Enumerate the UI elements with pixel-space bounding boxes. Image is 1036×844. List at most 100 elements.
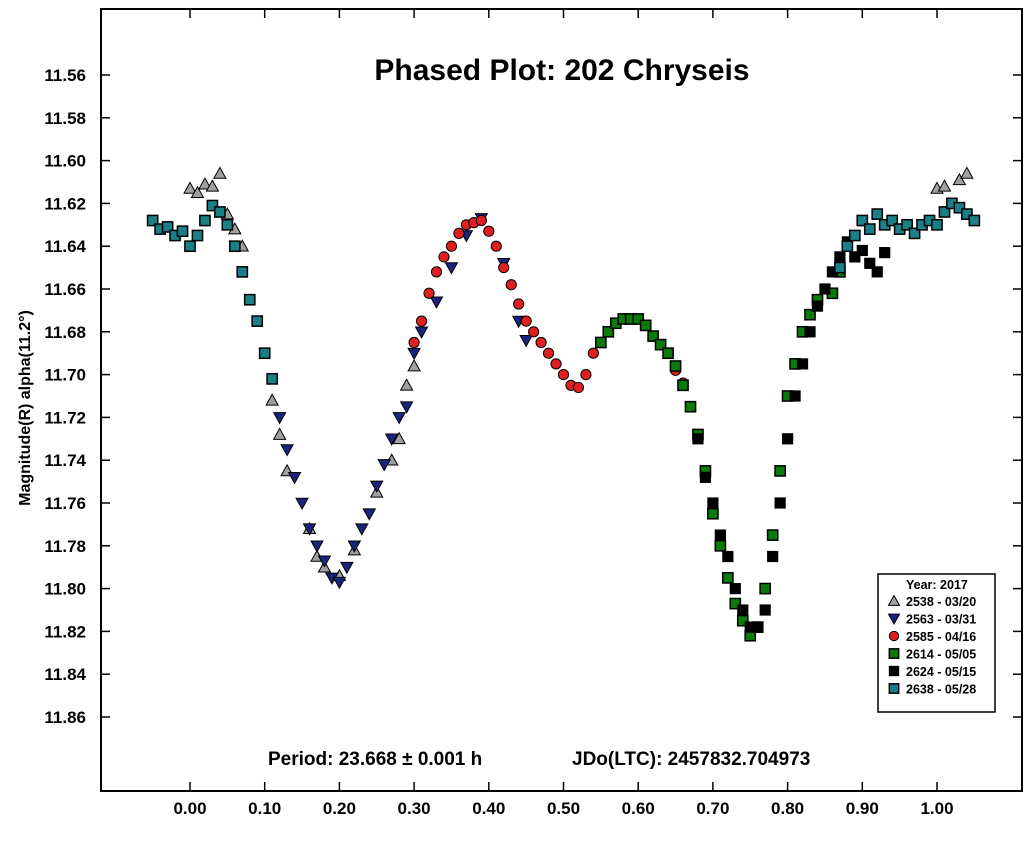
data-point (438, 251, 450, 263)
legend-label: 2614 - 05/05 (906, 648, 976, 662)
data-point (184, 240, 196, 253)
epoch-annotation: JDo(LTC): 2457832.704973 (572, 749, 810, 770)
data-point (729, 597, 742, 610)
data-point (557, 369, 570, 381)
data-point (752, 621, 764, 633)
data-point (236, 266, 249, 278)
legend-label: 2538 - 03/20 (906, 595, 976, 609)
data-point (722, 550, 734, 563)
data-points (146, 166, 981, 642)
data-point (392, 431, 407, 445)
data-point (369, 480, 384, 493)
y-tick-label: 11.76 (44, 494, 86, 513)
y-tick-label: 11.70 (44, 366, 86, 385)
data-point (654, 338, 667, 351)
data-point (729, 583, 741, 595)
legend-label: 2585 - 04/16 (906, 630, 976, 644)
data-point (931, 218, 943, 231)
legend-marker (887, 613, 901, 626)
legend-marker (888, 630, 900, 642)
data-point (295, 497, 309, 511)
y-tick-label: 11.68 (44, 323, 86, 342)
data-point (632, 313, 645, 325)
data-point (937, 179, 952, 192)
data-point (453, 227, 465, 239)
data-point (272, 412, 287, 425)
data-point (961, 208, 973, 220)
data-point (767, 550, 779, 563)
x-tick-label: 0.90 (846, 799, 879, 818)
data-point (721, 572, 734, 584)
data-point (214, 206, 226, 218)
y-tick-label: 11.72 (44, 408, 86, 427)
data-point (347, 540, 362, 553)
data-point (183, 181, 197, 194)
data-point (714, 529, 726, 541)
data-point (572, 381, 585, 394)
y-axis-label: Magnitude(R) alpha(11.2°) (17, 310, 34, 506)
data-point (243, 293, 256, 306)
data-point (863, 223, 876, 235)
data-point (377, 459, 392, 472)
data-point (221, 218, 234, 231)
data-point (692, 433, 704, 445)
data-point (856, 214, 869, 227)
data-point (841, 240, 854, 253)
data-point (737, 604, 749, 616)
data-point (550, 358, 562, 370)
data-point (429, 296, 444, 309)
data-point (871, 266, 883, 278)
x-tick-label: 0.40 (472, 799, 505, 818)
data-point (789, 390, 801, 402)
data-point (886, 214, 899, 227)
data-point (647, 330, 659, 342)
data-point (595, 336, 607, 349)
data-point (811, 300, 824, 312)
data-point (399, 401, 414, 414)
data-point (759, 604, 771, 616)
data-point (384, 433, 399, 446)
data-point (804, 326, 816, 338)
data-point (901, 218, 913, 231)
data-point (684, 400, 697, 413)
data-point (423, 287, 435, 299)
data-point (542, 347, 555, 359)
data-point (864, 257, 876, 269)
y-tick-label: 11.60 (44, 152, 86, 171)
legend-marker (888, 648, 900, 659)
data-point (272, 427, 287, 440)
y-tick-label: 11.66 (44, 280, 86, 299)
data-point (213, 166, 227, 179)
legend-marker (888, 665, 900, 677)
data-point (430, 266, 443, 278)
data-point (677, 379, 689, 392)
data-point (834, 261, 846, 274)
x-tick-label: 0.50 (547, 799, 580, 818)
data-point (662, 347, 674, 360)
data-point (408, 336, 420, 349)
y-tick-label: 11.82 (44, 622, 86, 641)
data-point (444, 262, 459, 275)
data-point (804, 308, 816, 321)
data-point (191, 229, 204, 242)
x-tick-label: 0.10 (248, 799, 281, 818)
data-point (354, 523, 369, 536)
data-point (198, 177, 212, 190)
data-point (310, 540, 324, 553)
data-point (407, 347, 421, 361)
data-point (362, 508, 377, 521)
data-point (938, 206, 951, 218)
data-point (161, 221, 174, 233)
data-point (774, 465, 786, 477)
data-point (834, 251, 846, 263)
data-point (639, 319, 652, 332)
data-point (707, 507, 719, 520)
data-point (251, 315, 264, 327)
y-axis: 11.56 11.58 11.60 11.62 11.64 11.66 11.68 11.70… (44, 66, 1022, 727)
data-point (498, 262, 510, 274)
data-point (407, 359, 421, 372)
data-point (317, 555, 332, 568)
data-point (475, 214, 487, 227)
data-point (707, 497, 719, 509)
data-point (399, 378, 414, 391)
